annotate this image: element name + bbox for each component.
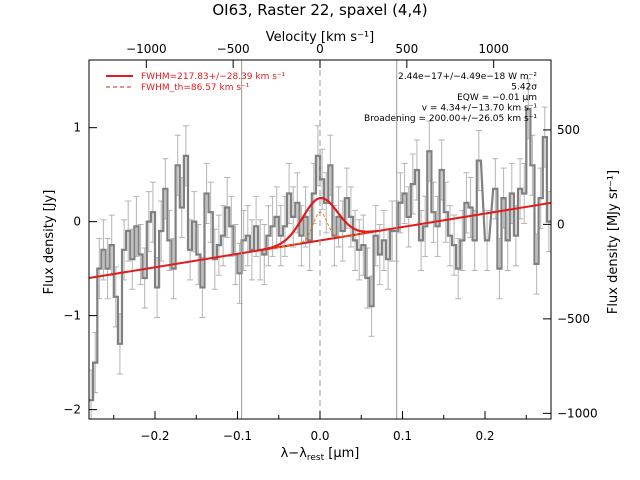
top-tick-label: 500 <box>395 42 418 56</box>
fit-annotation: v = 4.34+/−13.70 km s⁻¹ <box>422 104 538 114</box>
x-tick-label: −0.2 <box>140 429 169 443</box>
legend-label: FWHM=217.83+/−28.39 km s⁻¹ <box>141 72 286 82</box>
right-tick-label: −1000 <box>557 406 598 420</box>
x-tick-label: 0.0 <box>310 429 329 443</box>
y-tick-label: 1 <box>73 121 81 135</box>
y-tick-label: 0 <box>73 215 81 229</box>
top-axis-label: Velocity [km s⁻¹] <box>266 30 374 45</box>
data-series-line <box>89 107 551 402</box>
top-tick-label: −1000 <box>126 42 167 56</box>
y-axis-label-right: Flux density [MJy sr⁻¹] <box>606 170 621 314</box>
chart-title: OI63, Raster 22, spaxel (4,4) <box>212 1 427 19</box>
legend-label: FWHM_th=86.57 km s⁻¹ <box>141 83 250 93</box>
right-tick-label: −500 <box>557 312 590 326</box>
x-tick-label: 0.1 <box>393 429 412 443</box>
top-tick-label: 0 <box>316 42 324 56</box>
x-axis-label-sub: rest <box>307 453 325 463</box>
y-tick-label: −1 <box>63 309 81 323</box>
fit-annotation: 5.42σ <box>511 83 537 93</box>
fit-annotation: 2.44e−17+/−4.49e−18 W m⁻² <box>398 72 537 82</box>
x-tick-label: −0.1 <box>223 429 252 443</box>
top-tick-label: 1000 <box>478 42 509 56</box>
fit-gaussian-line <box>262 197 378 251</box>
x-tick-label: 0.2 <box>475 429 494 443</box>
top-tick-label: −500 <box>217 42 250 56</box>
x-axis-label-unit: [μm] <box>324 446 359 461</box>
y-axis-label-left: Flux density [Jy] <box>42 190 57 295</box>
legend: FWHM=217.83+/−28.39 km s⁻¹FWHM_th=86.57 … <box>106 72 286 93</box>
x-axis-label-main: λ−λ <box>281 446 308 461</box>
axes: −0.2 −0.1 0.0 0.1 0.2 −1000 −500 0 500 1000 −2 −1 0 1… <box>63 42 597 443</box>
right-tick-label: 0 <box>557 217 565 231</box>
fit-annotation: Broadening = 200.00+/−26.05 km s⁻¹ <box>364 114 537 124</box>
x-axis-label: λ−λrest [μm] <box>281 446 360 463</box>
right-tick-label: 500 <box>557 123 580 137</box>
y-tick-label: −2 <box>63 403 81 417</box>
fit-annotation: EQW = −0.01 μm <box>457 93 537 103</box>
